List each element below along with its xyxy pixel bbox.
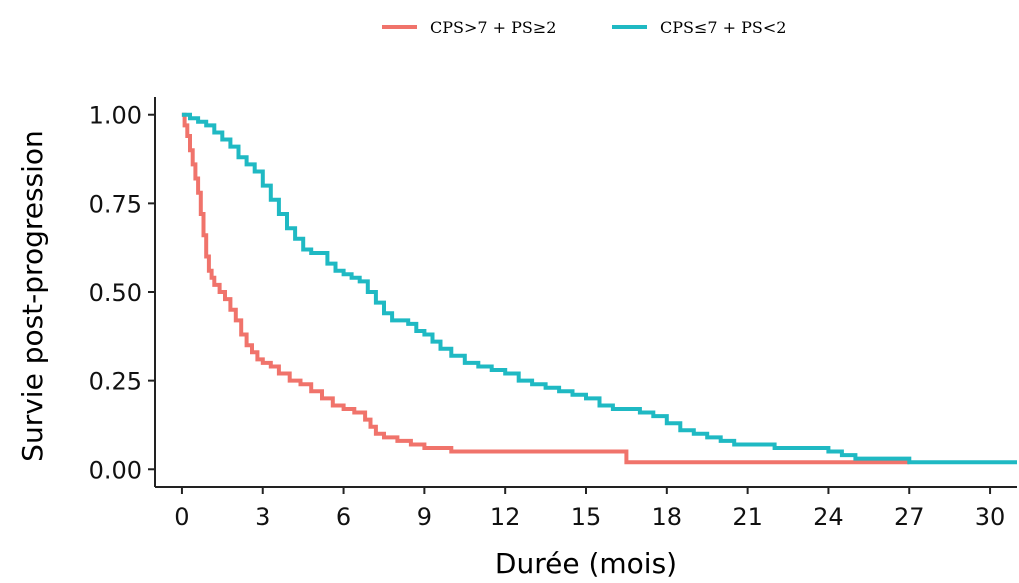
x-tick-label: 18 — [652, 503, 683, 531]
legend-label-series-1: CPS>7 + PS≥2 — [430, 18, 556, 37]
x-axis-title: Durée (mois) — [495, 547, 677, 580]
x-tick-label: 30 — [975, 503, 1006, 531]
x-tick-label: 9 — [417, 503, 432, 531]
y-tick-label: 0.25 — [89, 368, 142, 396]
plot-area — [181, 112, 1017, 465]
series-line-1 — [181, 112, 910, 465]
x-ticks: 0 3 6 9 12 15 18 21 24 27 30 — [174, 487, 1005, 531]
y-tick-label: 0.50 — [89, 279, 142, 307]
x-tick-label: 27 — [894, 503, 925, 531]
x-tick-label: 15 — [571, 503, 602, 531]
y-tick-label: 0.00 — [89, 456, 142, 484]
axes: 0.00 0.25 0.50 0.75 1.00 0 3 6 9 12 15 18 21 24 27 30 — [89, 97, 1017, 531]
x-tick-label: 21 — [732, 503, 763, 531]
x-tick-label: 12 — [490, 503, 521, 531]
y-axis-title: Survie post-progression — [16, 130, 49, 462]
legend: CPS>7 + PS≥2 CPS≤7 + PS<2 — [382, 18, 786, 37]
x-tick-label: 3 — [255, 503, 270, 531]
y-tick-label: 1.00 — [89, 102, 142, 130]
series-line-2 — [181, 112, 1017, 465]
x-tick-label: 0 — [174, 503, 189, 531]
x-tick-label: 6 — [336, 503, 351, 531]
y-ticks: 0.00 0.25 0.50 0.75 1.00 — [89, 102, 155, 484]
y-tick-label: 0.75 — [89, 190, 142, 218]
x-tick-label: 24 — [813, 503, 844, 531]
legend-label-series-2: CPS≤7 + PS<2 — [660, 18, 786, 37]
